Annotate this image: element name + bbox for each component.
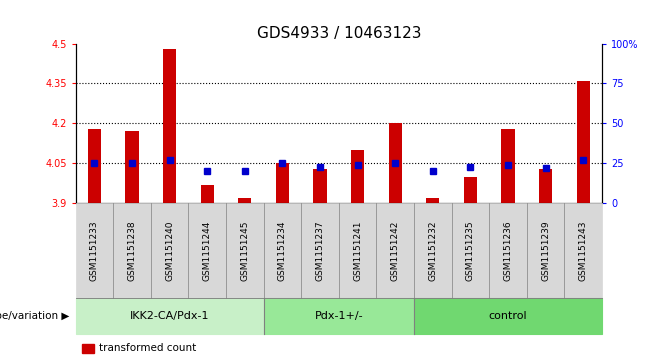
Text: GSM1151244: GSM1151244 [203,220,212,281]
Title: GDS4933 / 10463123: GDS4933 / 10463123 [257,26,421,41]
Text: IKK2-CA/Pdx-1: IKK2-CA/Pdx-1 [130,311,209,321]
Text: transformed count: transformed count [99,343,196,354]
Bar [389,123,402,203]
Text: GSM1151237: GSM1151237 [316,220,324,281]
Text: GSM1151243: GSM1151243 [579,220,588,281]
Text: control: control [489,311,527,321]
Bar [276,163,289,203]
Bar [126,131,139,203]
Text: GSM1151240: GSM1151240 [165,220,174,281]
Bar [88,129,101,203]
Bar [351,150,365,203]
Text: GSM1151242: GSM1151242 [391,220,400,281]
Text: GSM1151234: GSM1151234 [278,220,287,281]
Text: genotype/variation ▶: genotype/variation ▶ [0,311,69,321]
Bar [576,81,590,203]
Bar [201,185,214,203]
Text: GSM1151236: GSM1151236 [503,220,513,281]
Text: GSM1151233: GSM1151233 [90,220,99,281]
Text: GSM1151235: GSM1151235 [466,220,475,281]
Bar [426,198,440,203]
Text: GSM1151245: GSM1151245 [240,220,249,281]
Bar [313,169,326,203]
Text: GSM1151239: GSM1151239 [541,220,550,281]
Bar [163,49,176,203]
Text: GSM1151232: GSM1151232 [428,220,438,281]
Bar [539,169,552,203]
Bar [464,177,477,203]
Bar [238,198,251,203]
Text: GSM1151238: GSM1151238 [128,220,137,281]
Text: GSM1151241: GSM1151241 [353,220,362,281]
Bar [501,129,515,203]
Text: Pdx-1+/-: Pdx-1+/- [315,311,363,321]
